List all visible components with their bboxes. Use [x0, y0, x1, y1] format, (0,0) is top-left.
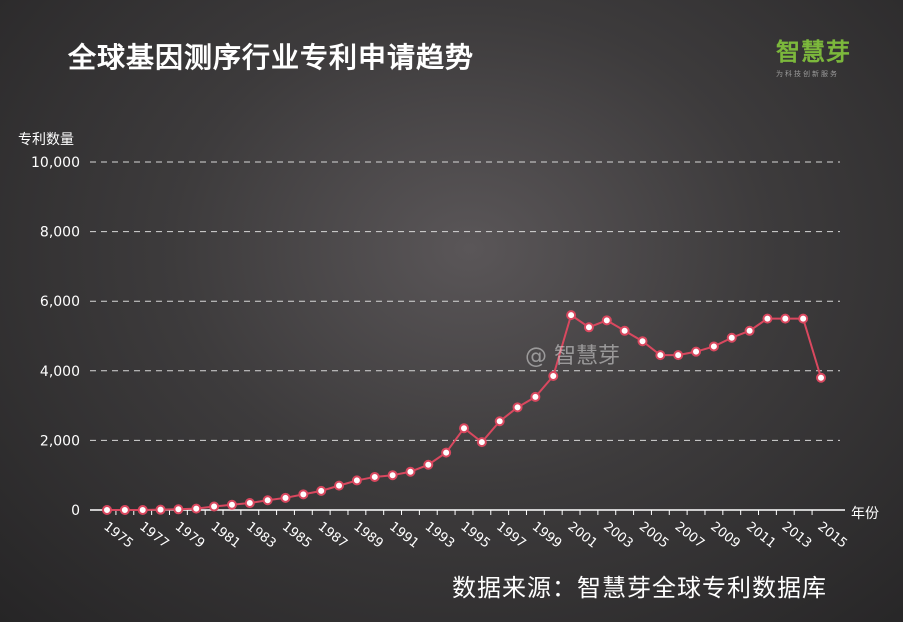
data-point: [637, 336, 648, 347]
y-tick-label: 6,000: [40, 294, 80, 310]
x-tick-label: 1979: [172, 519, 207, 551]
x-tick-label: 2013: [779, 519, 814, 551]
x-tick-label: 1981: [208, 519, 243, 551]
data-point: [298, 489, 309, 500]
data-point: [566, 310, 577, 321]
data-point: [673, 350, 684, 361]
data-point: [494, 416, 505, 427]
data-point: [601, 315, 612, 326]
brand-logo: 智慧芽 为科技创新服务: [776, 32, 851, 79]
y-tick-label: 8,000: [40, 225, 80, 241]
x-tick-label: 1983: [243, 519, 278, 551]
data-point: [441, 447, 452, 458]
x-axis-label: 年份: [851, 506, 879, 522]
data-point: [619, 325, 630, 336]
data-point: [708, 341, 719, 352]
data-point: [512, 402, 523, 413]
x-tick-label: 1977: [136, 519, 171, 551]
x-tick-label: 2005: [636, 519, 671, 551]
x-tick-label: 1999: [529, 519, 564, 551]
data-point: [209, 501, 220, 512]
x-tick-label: 2003: [600, 519, 635, 551]
data-point: [334, 480, 345, 491]
x-tick-label: 2015: [815, 519, 850, 551]
data-point: [316, 485, 327, 496]
data-point: [173, 504, 184, 515]
y-tick-label: 10,000: [31, 155, 80, 171]
data-point: [762, 313, 773, 324]
data-point: [459, 423, 469, 434]
x-tick-label: 1989: [350, 519, 385, 551]
x-tick-label: 2001: [565, 519, 600, 551]
data-point: [423, 459, 434, 470]
watermark: @ 智慧芽: [525, 344, 620, 369]
data-source-note: 数据来源：智慧芽全球专利数据库: [452, 574, 827, 602]
x-tick-label: 1991: [386, 519, 421, 551]
x-tick-label: 1975: [101, 519, 136, 551]
data-point: [780, 313, 791, 324]
x-tick-label: 2009: [707, 519, 742, 551]
y-tick-label: 2,000: [40, 433, 80, 449]
data-point: [387, 470, 398, 481]
data-point: [816, 372, 826, 383]
x-tick-label: 1995: [458, 519, 493, 551]
data-point: [476, 437, 487, 448]
y-axis-label: 专利数量: [18, 132, 74, 148]
data-point: [226, 499, 237, 510]
data-point: [530, 391, 541, 402]
data-point: [191, 503, 202, 514]
data-point: [691, 346, 702, 357]
data-point: [405, 466, 416, 477]
x-tick-label: 1997: [493, 519, 528, 551]
data-point: [119, 505, 130, 515]
x-tick-label: 1985: [279, 519, 314, 551]
data-point: [369, 471, 380, 482]
data-point: [351, 475, 362, 486]
data-point: [102, 505, 112, 515]
data-point: [744, 325, 755, 336]
data-point: [726, 332, 737, 343]
y-tick-label: 0: [71, 503, 80, 519]
data-point: [155, 504, 166, 515]
data-point: [548, 371, 559, 382]
x-tick-label: 2007: [672, 519, 707, 551]
logo-name: 智慧芽: [776, 38, 851, 66]
data-point: [655, 350, 666, 361]
data-point: [262, 495, 273, 506]
data-point: [798, 313, 809, 324]
x-tick-label: 1993: [422, 519, 457, 551]
chart-title: 全球基因测序行业专利申请趋势: [68, 41, 475, 74]
x-tick-label: 1987: [315, 519, 350, 551]
data-point: [244, 498, 255, 509]
data-point: [583, 322, 594, 333]
logo-tagline: 为科技创新服务: [776, 70, 839, 78]
data-point: [280, 492, 291, 503]
data-point: [137, 505, 148, 515]
y-tick-label: 4,000: [40, 364, 80, 380]
x-tick-label: 2011: [743, 519, 778, 551]
